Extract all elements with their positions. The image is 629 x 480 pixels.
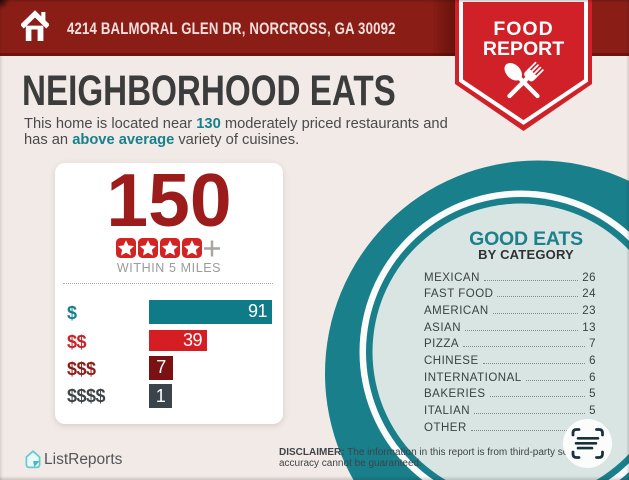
svg-text:REPORT: REPORT [483,38,564,60]
svg-text:FOOD: FOOD [493,18,553,40]
